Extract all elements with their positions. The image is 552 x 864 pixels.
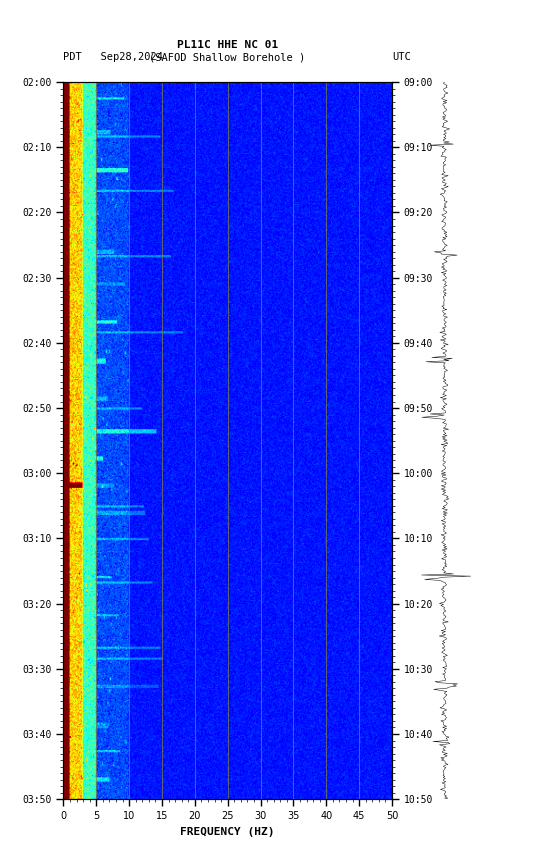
X-axis label: FREQUENCY (HZ): FREQUENCY (HZ) [181, 827, 275, 836]
Text: (SAFOD Shallow Borehole ): (SAFOD Shallow Borehole ) [149, 52, 306, 62]
Text: PDT   Sep28,2024: PDT Sep28,2024 [63, 52, 163, 62]
Text: UTC: UTC [392, 52, 411, 62]
Text: PL11C HHE NC 01: PL11C HHE NC 01 [177, 40, 278, 50]
